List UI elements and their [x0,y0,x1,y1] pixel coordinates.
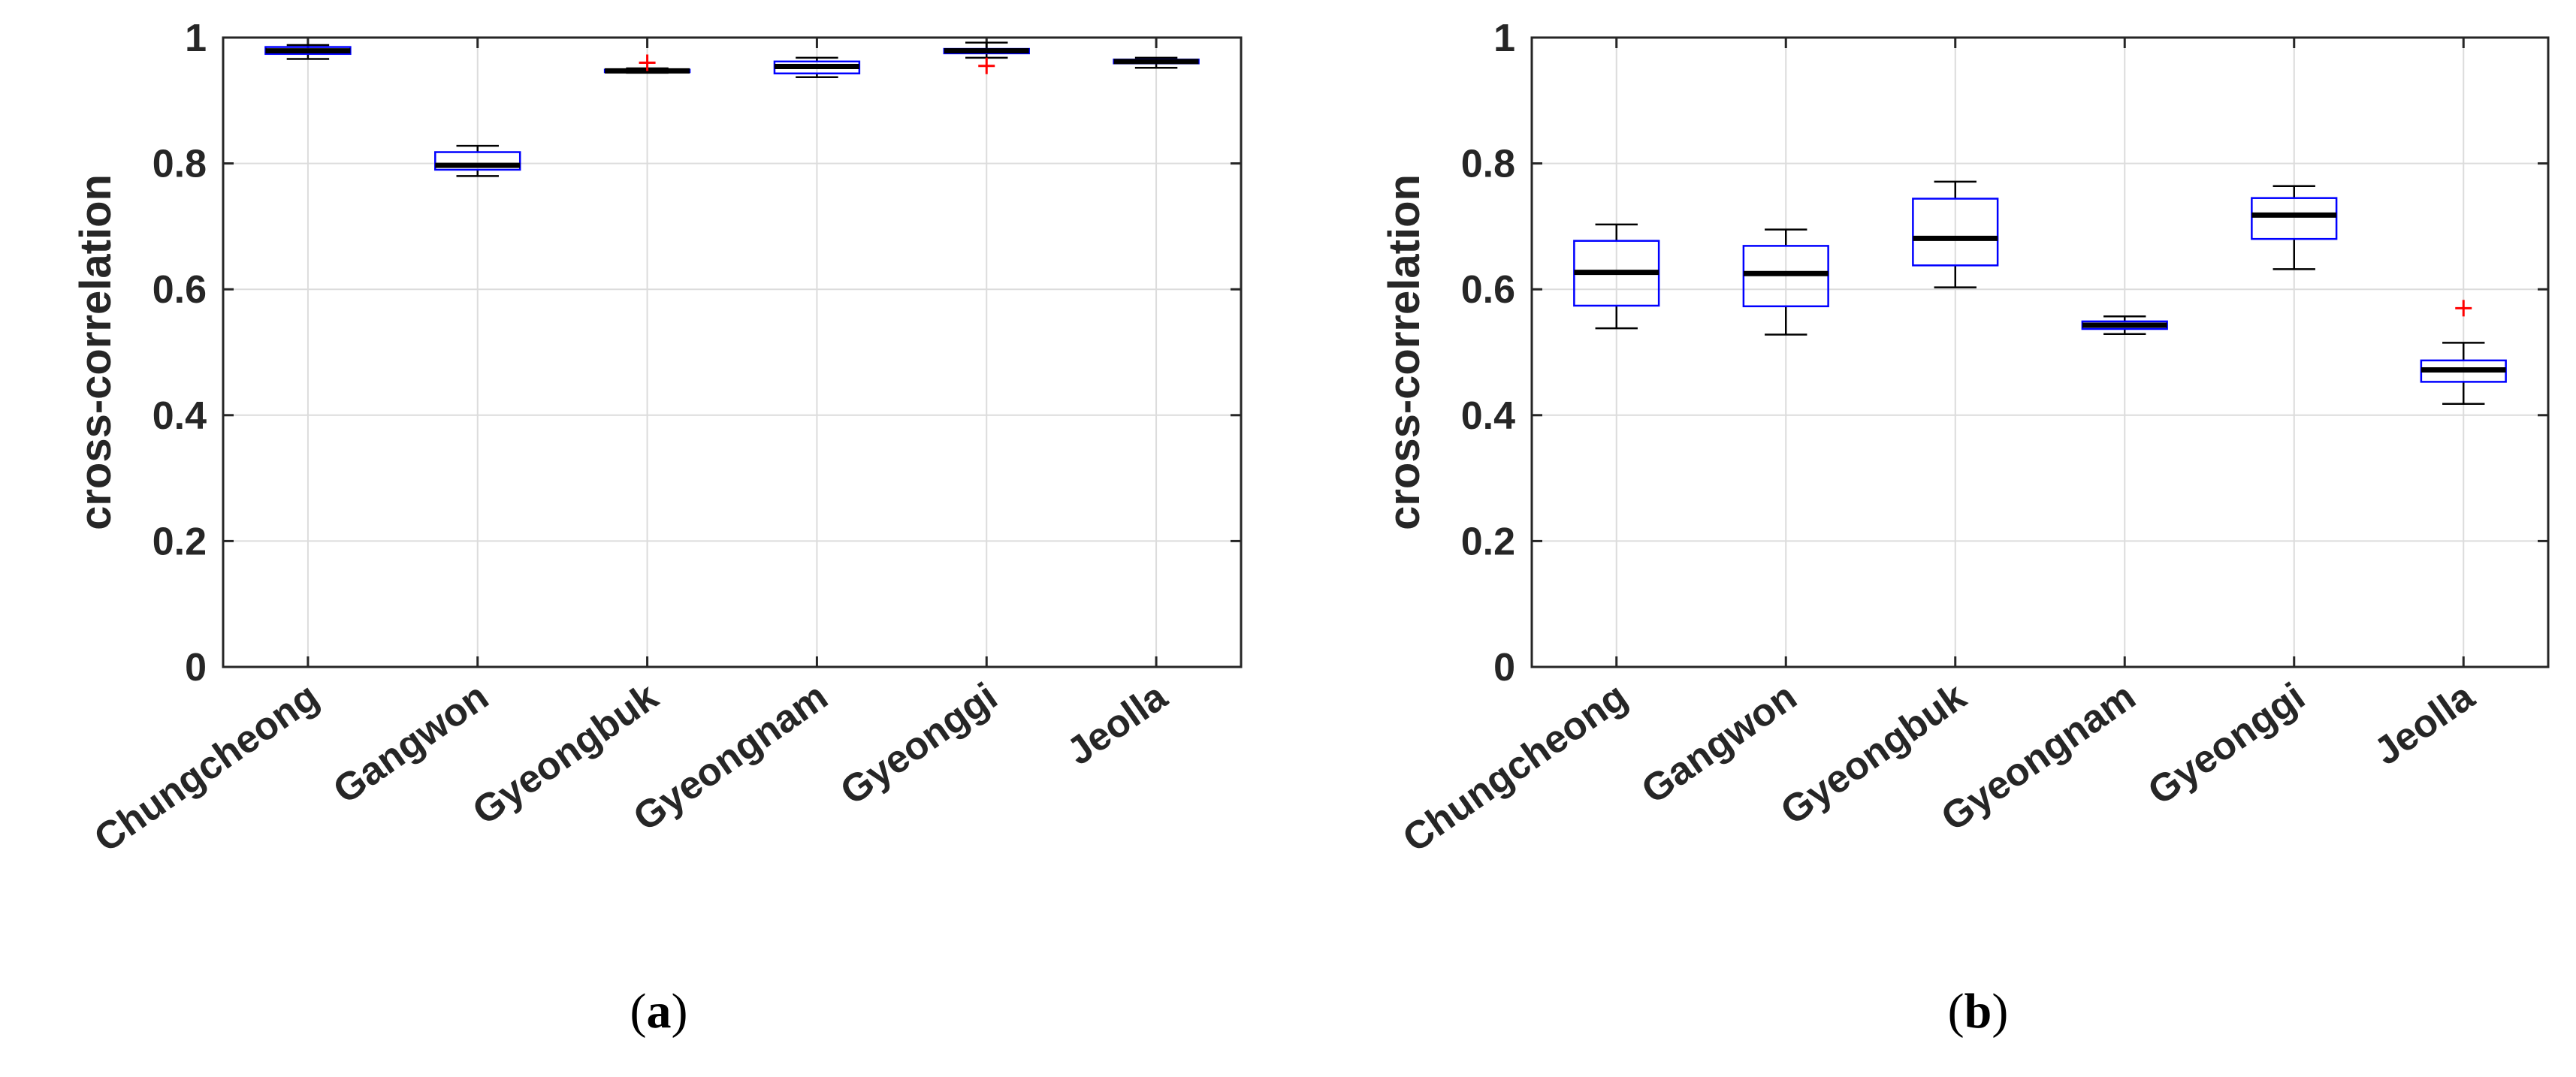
box-plot-gyeongbuk [1912,180,1999,288]
box-iqr [2251,197,2338,240]
box-plot-chungcheong [264,44,352,60]
box-plot-jeolla [1113,56,1200,69]
y-axis-title: cross-correlation [1380,174,1429,530]
box-iqr [1912,198,1999,267]
y-tick-label: 1 [185,17,207,60]
y-tick-label: 1 [1493,17,1515,60]
box-plot-chungcheong [1573,223,1660,330]
y-tick-label: 0.4 [153,394,207,438]
axes-frame [1530,36,2550,668]
chart-panel-a: 0 0.2 0.4 0.6 0.8 1 cross-correlation Chungcheo… [71,17,1243,861]
category-label: Jeolla [1059,674,1176,774]
box-plot-gangwon [1742,228,1829,336]
caption-b: (b) [1948,984,2009,1039]
box-plot-jeolla [2420,300,2507,405]
box-plot-gyeongbuk [603,54,691,74]
y-tick-label: 0.8 [153,143,207,186]
y-axis-title: cross-correlation [71,174,120,530]
outlier-marker [639,54,656,71]
y-tick-label: 0.6 [153,268,207,312]
category-label: Chungcheong [1395,674,1635,861]
y-tick-label: 0.4 [1461,394,1515,438]
y-tick-label: 0.8 [1461,143,1515,186]
box-plot-gangwon [434,144,521,177]
category-label: Gangwon [325,674,496,812]
category-label: Gyeonggi [2140,674,2313,813]
box-plot-gyeongnam [2081,315,2168,335]
category-label: Chungcheong [86,674,327,861]
category-label: Gangwon [1634,674,1804,812]
outlier-marker [2455,300,2472,317]
box-plot-gyeonggi [2251,185,2338,270]
category-label: Jeolla [2366,674,2483,774]
outlier-marker [978,57,995,74]
axes-frame [222,36,1243,668]
category-label: Gyeonggi [832,674,1005,813]
y-tick-label: 0 [185,646,207,689]
y-tick-label: 0.2 [153,520,207,563]
box-plot-gyeonggi [943,41,1030,74]
box-plot-gyeongnam [773,56,861,79]
caption-a: (a) [630,984,688,1039]
chart-panel-b: 0 0.2 0.4 0.6 0.8 1 cross-correlation Chungcheo… [1380,17,2550,861]
box-iqr [434,151,521,171]
y-tick-label: 0 [1493,646,1515,689]
y-tick-label: 0.6 [1461,268,1515,312]
y-tick-label: 0.2 [1461,520,1515,563]
